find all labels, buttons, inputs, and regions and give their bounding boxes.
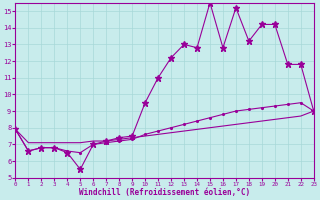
X-axis label: Windchill (Refroidissement éolien,°C): Windchill (Refroidissement éolien,°C) [79,188,250,197]
